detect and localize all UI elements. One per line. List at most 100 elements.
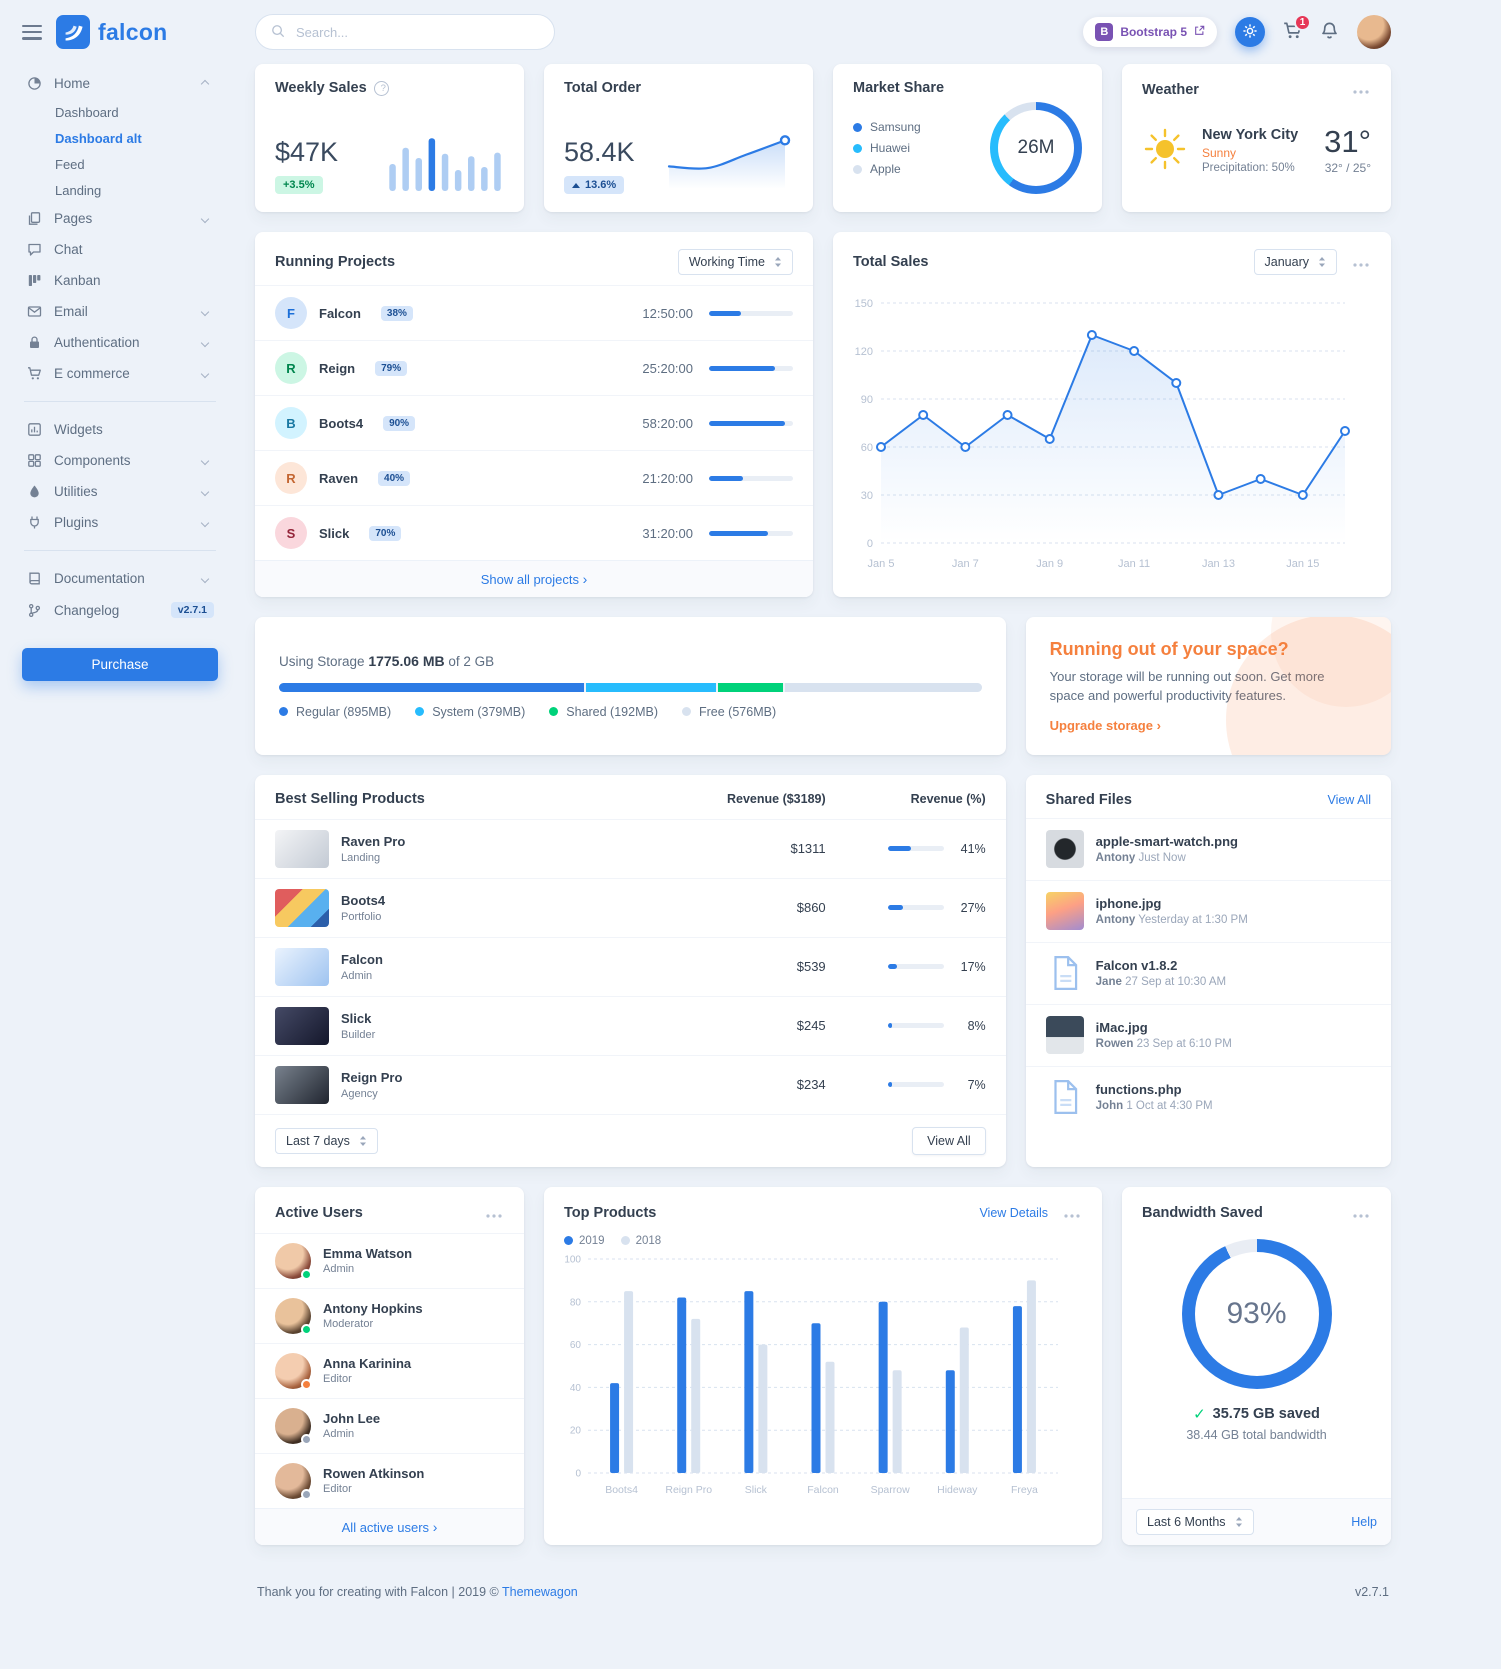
cart-button[interactable]: 1 xyxy=(1283,14,1311,43)
svg-text:Boots4: Boots4 xyxy=(605,1484,638,1496)
card-title: Shared Files xyxy=(1045,791,1132,808)
project-progress-bar xyxy=(709,530,793,536)
card-menu-button[interactable] xyxy=(1351,253,1371,272)
file-row: iphone.jpg Antony Yesterday at 1:30 PM xyxy=(1025,879,1391,942)
product-name[interactable]: Raven Pro xyxy=(341,833,406,849)
product-thumbnail xyxy=(275,1065,329,1104)
svg-text:Slick: Slick xyxy=(745,1484,768,1496)
project-name[interactable]: Raven xyxy=(319,470,359,486)
user-row: Anna Karinina Editor xyxy=(255,1342,524,1398)
bootstrap-version-button[interactable]: B Bootstrap 5 xyxy=(1083,17,1217,47)
storage-used: 1775.06 MB xyxy=(368,652,445,669)
project-name[interactable]: Reign xyxy=(319,360,356,376)
file-name[interactable]: functions.php xyxy=(1095,1082,1182,1098)
status-dot xyxy=(301,1433,312,1445)
file-icon xyxy=(1046,1078,1084,1116)
bandwidth-chart: 93% xyxy=(1181,1238,1332,1389)
card-menu-button[interactable] xyxy=(484,1204,504,1223)
sidebar-item-ecommerce[interactable]: E commerce xyxy=(22,358,218,389)
product-name[interactable]: Reign Pro xyxy=(341,1069,403,1085)
view-all-link[interactable]: View All xyxy=(1327,792,1371,807)
pie-chart-icon xyxy=(26,76,43,91)
product-name[interactable]: Slick xyxy=(341,1010,372,1026)
notifications-button[interactable] xyxy=(1320,21,1339,43)
file-name[interactable]: apple-smart-watch.png xyxy=(1095,834,1238,850)
sidebar-item-plugins[interactable]: Plugins xyxy=(22,507,218,538)
logo[interactable]: falcon xyxy=(56,15,168,49)
svg-text:Jan 11: Jan 11 xyxy=(1118,558,1150,570)
upgrade-storage-link[interactable]: Upgrade storage › xyxy=(1049,717,1161,733)
product-name[interactable]: Falcon xyxy=(341,951,383,967)
user-name[interactable]: Anna Karinina xyxy=(323,1356,412,1372)
file-time: 1 Oct at 4:30 PM xyxy=(1126,1100,1213,1113)
sidebar-item-changelog[interactable]: Changelog v2.7.1 xyxy=(22,594,218,626)
menu-toggle-button[interactable] xyxy=(22,24,42,40)
project-name[interactable]: Boots4 xyxy=(319,415,364,431)
sidebar-item-chat[interactable]: Chat xyxy=(22,234,218,265)
product-thumbnail xyxy=(275,1006,329,1045)
settings-button[interactable] xyxy=(1235,17,1265,47)
project-progress-bar xyxy=(709,475,793,481)
svg-text:60: 60 xyxy=(570,1340,582,1351)
search-input[interactable] xyxy=(294,23,539,41)
total-order-value: 58.4K xyxy=(564,137,635,167)
sidebar-item-utilities[interactable]: Utilities xyxy=(22,476,218,507)
sidebar-item-feed[interactable]: Feed xyxy=(55,156,85,172)
weather-precipitation: Precipitation: 50% xyxy=(1202,162,1295,174)
card-title: Bandwidth Saved xyxy=(1142,1205,1263,1222)
sidebar-item-home[interactable]: Home xyxy=(22,68,218,99)
sidebar-item-email[interactable]: Email xyxy=(22,296,218,327)
top-products-card: Top Products View Details 2019 2018 0 20 4… xyxy=(544,1186,1102,1545)
working-time-select[interactable]: Working Time xyxy=(677,249,793,275)
file-thumbnail xyxy=(1045,892,1084,931)
card-menu-button[interactable] xyxy=(1062,1204,1082,1223)
themewagon-link[interactable]: Themewagon xyxy=(502,1584,578,1599)
sidebar-item-widgets[interactable]: Widgets xyxy=(22,414,218,445)
user-avatar[interactable] xyxy=(1357,15,1391,49)
file-name[interactable]: iphone.jpg xyxy=(1095,896,1162,912)
sidebar-item-pages[interactable]: Pages xyxy=(22,203,218,234)
product-revenue: $860 xyxy=(796,900,826,916)
card-menu-button[interactable] xyxy=(1351,1204,1371,1223)
user-name[interactable]: Rowen Atkinson xyxy=(323,1466,425,1482)
user-row: John Lee Admin xyxy=(255,1397,524,1453)
home-submenu: Dashboard Dashboard alt Feed Landing xyxy=(22,99,218,203)
product-row: Boots4 Portfolio $860 27% xyxy=(255,877,1006,937)
svg-text:Sparrow: Sparrow xyxy=(871,1484,911,1496)
svg-text:60: 60 xyxy=(861,442,873,454)
project-avatar: R xyxy=(275,462,307,494)
sidebar-item-documentation[interactable]: Documentation xyxy=(22,563,218,594)
project-progress-bar xyxy=(709,310,793,316)
user-name[interactable]: Antony Hopkins xyxy=(323,1301,423,1317)
info-icon[interactable]: ? xyxy=(373,80,389,96)
chevron-right-icon: › xyxy=(1156,717,1161,733)
sidebar-item-kanban[interactable]: Kanban xyxy=(22,265,218,296)
card-menu-button[interactable] xyxy=(1351,80,1371,99)
project-name[interactable]: Falcon xyxy=(319,305,361,321)
view-all-button[interactable]: View All xyxy=(912,1126,986,1155)
period-select[interactable]: Last 6 Months xyxy=(1136,1508,1254,1535)
show-all-projects-link[interactable]: Show all projects › xyxy=(480,571,588,587)
user-name[interactable]: John Lee xyxy=(323,1411,381,1427)
project-row: S Slick 70% 31:20:00 xyxy=(255,505,813,560)
shared-files-card: Shared Files View All apple-smart-watch.… xyxy=(1025,774,1391,1167)
file-name[interactable]: Falcon v1.8.2 xyxy=(1095,958,1178,974)
all-active-users-link[interactable]: All active users › xyxy=(341,1518,438,1535)
sidebar-item-dashboard[interactable]: Dashboard xyxy=(55,104,119,120)
purchase-button[interactable]: Purchase xyxy=(22,648,218,681)
user-name[interactable]: Emma Watson xyxy=(323,1246,413,1262)
view-details-link[interactable]: View Details xyxy=(979,1206,1048,1221)
sidebar-item-landing[interactable]: Landing xyxy=(55,182,102,198)
sidebar-item-authentication[interactable]: Authentication xyxy=(22,327,218,358)
help-link[interactable]: Help xyxy=(1351,1514,1377,1529)
product-name[interactable]: Boots4 xyxy=(341,892,386,908)
sort-carets-icon xyxy=(1319,257,1325,267)
date-range-select[interactable]: Last 7 days xyxy=(275,1127,378,1154)
month-select[interactable]: January xyxy=(1253,249,1337,275)
project-name[interactable]: Slick xyxy=(319,525,350,541)
sidebar-item-dashboard-alt[interactable]: Dashboard alt xyxy=(55,130,142,146)
chevron-down-icon xyxy=(200,456,210,465)
file-name[interactable]: iMac.jpg xyxy=(1095,1020,1148,1036)
svg-text:Jan 9: Jan 9 xyxy=(1036,558,1063,570)
sidebar-item-components[interactable]: Components xyxy=(22,445,218,476)
